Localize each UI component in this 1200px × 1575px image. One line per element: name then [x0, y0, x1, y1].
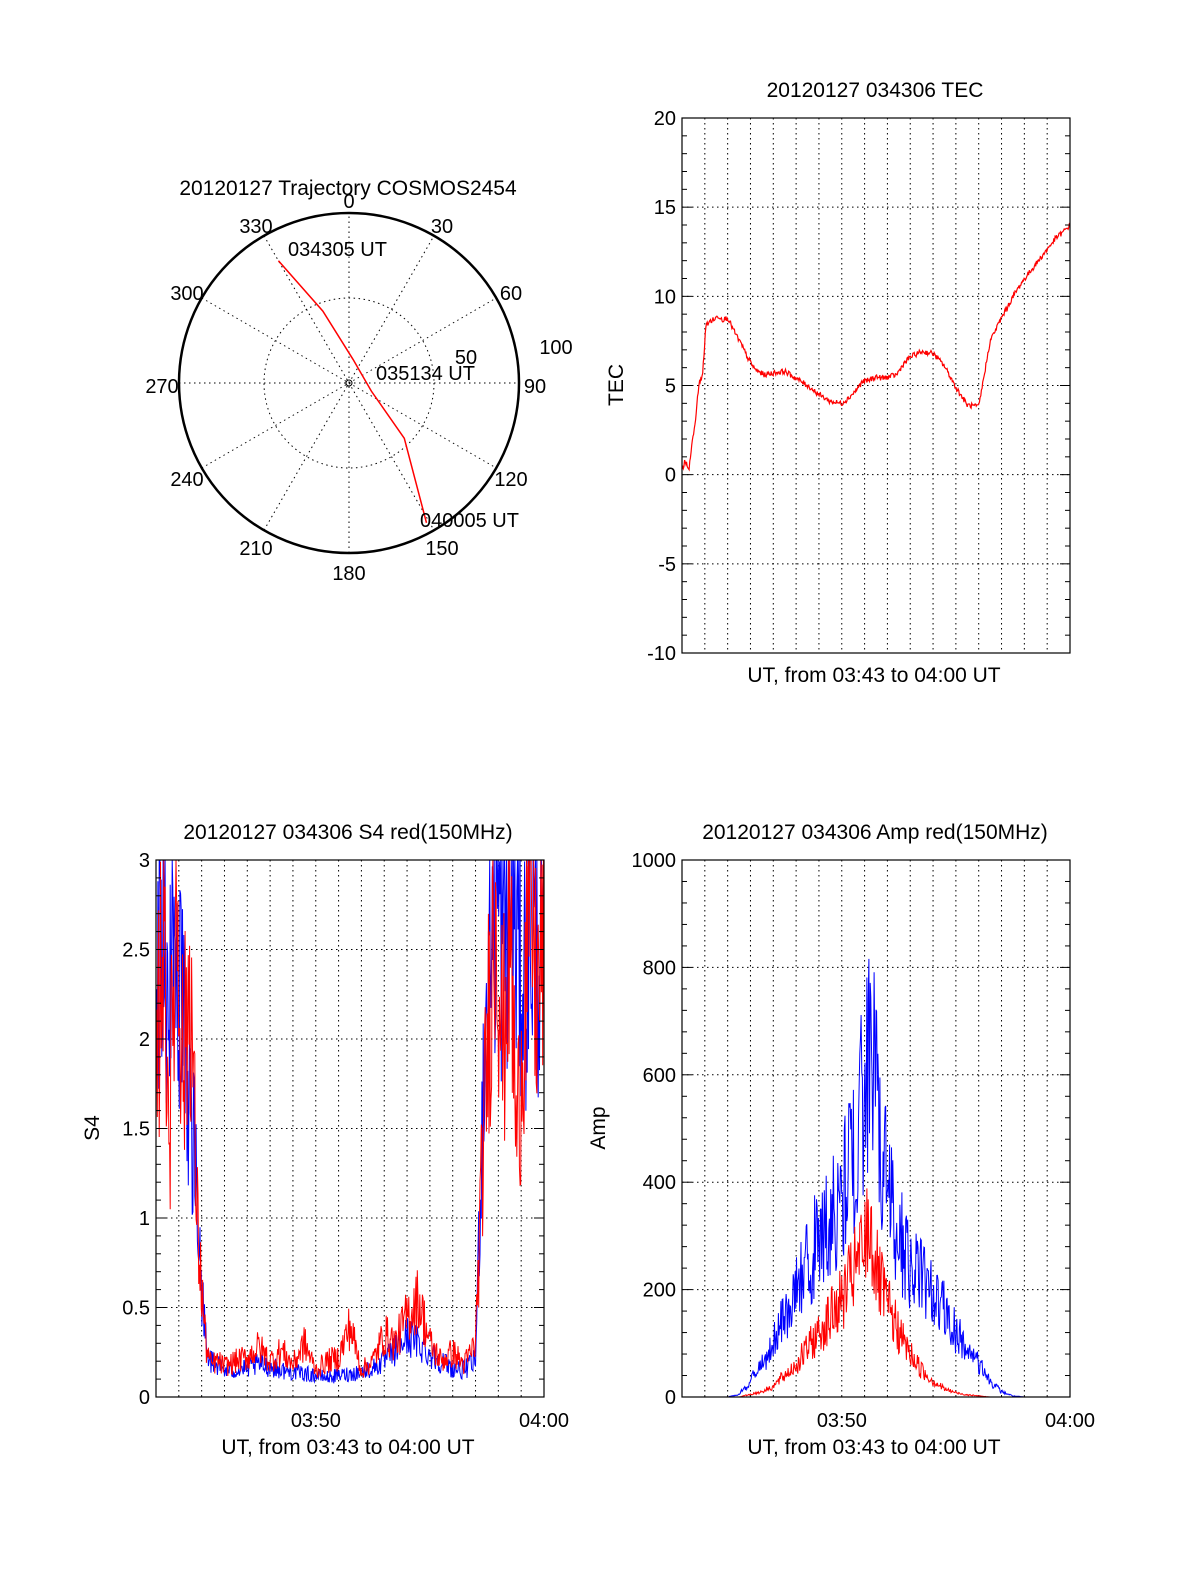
- s4-xtick-label: 04:00: [519, 1410, 569, 1432]
- az-label-30: 30: [431, 216, 453, 238]
- tec-title: 20120127 034306 TEC: [767, 79, 984, 102]
- az-label-180: 180: [332, 563, 365, 585]
- polar-center: [345, 379, 353, 387]
- amp-ytick-label: 400: [643, 1172, 676, 1194]
- s4-ytick-label: 0.5: [122, 1298, 150, 1320]
- amp-ylabel: Amp: [587, 1106, 610, 1149]
- s4-frame: [155, 859, 545, 1398]
- s4-ytick-label: 1: [139, 1208, 150, 1230]
- amp-xtick-label: 04:00: [1045, 1410, 1095, 1432]
- tec-ytick-label: 15: [654, 197, 676, 219]
- amp-xtick-label: 03:50: [817, 1410, 867, 1432]
- amp-ytick-label: 0: [665, 1387, 676, 1409]
- amp-grid: [682, 860, 1070, 1397]
- polar-title: 20120127 Trajectory COSMOS2454: [179, 177, 517, 200]
- amp-ytick-label: 800: [643, 957, 676, 979]
- track-annotation-start: 034305 UT: [288, 239, 387, 261]
- polar-spoke: [263, 235, 435, 531]
- tec-ytick-label: 5: [665, 376, 676, 398]
- az-label-270: 270: [145, 376, 178, 398]
- track-annotation-mid: 035134 UT: [376, 363, 475, 385]
- tec-grid: [682, 118, 1070, 653]
- tec-ytick-label: -5: [658, 554, 676, 576]
- s4-xlabel: UT, from 03:43 to 04:00 UT: [221, 1436, 474, 1459]
- s4-ytick-label: 3: [139, 850, 150, 872]
- s4-series-0: [155, 859, 545, 1384]
- tec-y-ticks: 20 15 10 5 0 -5 -10: [647, 108, 1070, 665]
- s4-series-1: [155, 859, 545, 1378]
- tec-ytick-label: 10: [654, 286, 676, 308]
- s4-chart: 20120127 034306 S4 red(150MHz) 3 2.5 2 1.5 1…: [81, 821, 569, 1459]
- s4-xtick-label: 03:50: [291, 1410, 341, 1432]
- track-annotation-end: 040005 UT: [420, 510, 519, 532]
- az-label-300: 300: [170, 283, 203, 305]
- amp-frame: [681, 859, 1071, 1398]
- tec-ytick-label: 20: [654, 108, 676, 130]
- s4-series: [155, 859, 545, 1384]
- radial-label-100: 100: [539, 337, 572, 359]
- az-label-210: 210: [239, 538, 272, 560]
- s4-x-ticks: 03:50 04:00: [291, 1410, 569, 1432]
- amp-y-ticks: 1000 800 600 400 200 0: [632, 850, 1070, 1409]
- amp-ytick-label: 600: [643, 1065, 676, 1087]
- tec-series: [681, 222, 1071, 472]
- s4-ytick-label: 1.5: [122, 1119, 150, 1141]
- az-label-120: 120: [494, 469, 527, 491]
- polar-track-line: [277, 260, 428, 523]
- amp-series-0: [682, 958, 1070, 1398]
- s4-ytick-label: 0: [139, 1387, 150, 1409]
- s4-ylabel: S4: [81, 1115, 104, 1141]
- az-label-60: 60: [500, 283, 522, 305]
- tec-ytick-label: -10: [647, 643, 676, 665]
- s4-ytick-label: 2.5: [122, 940, 150, 962]
- polar-track: [277, 260, 428, 523]
- amp-series-1: [682, 1188, 1070, 1398]
- amp-series: [682, 958, 1070, 1398]
- az-label-330: 330: [239, 216, 272, 238]
- s4-ytick-label: 2: [139, 1029, 150, 1051]
- radial-label-50: 50: [455, 347, 477, 369]
- polar-spokes: [179, 213, 519, 553]
- amp-x-ticks: 03:50 04:00: [817, 1410, 1095, 1432]
- tec-xlabel: UT, from 03:43 to 04:00 UT: [747, 664, 1000, 687]
- tec-ylabel: TEC: [605, 364, 628, 406]
- amp-ytick-label: 1000: [632, 850, 677, 872]
- az-label-150: 150: [425, 538, 458, 560]
- s4-y-ticks: 3 2.5 2 1.5 1 0.5 0: [122, 850, 544, 1409]
- tec-chart: 20120127 034306 TEC 20 15 10 5 0 -5 -10 TEC UT…: [605, 79, 1071, 687]
- amp-ytick-label: 200: [643, 1280, 676, 1302]
- amp-chart: 20120127 034306 Amp red(150MHz) 1000 800 6…: [587, 821, 1095, 1459]
- s4-grid: [156, 860, 544, 1397]
- polar-trajectory-chart: 20120127 Trajectory COSMOS2454 0 30 60 9…: [145, 177, 572, 585]
- amp-xlabel: UT, from 03:43 to 04:00 UT: [747, 1436, 1000, 1459]
- s4-title: 20120127 034306 S4 red(150MHz): [183, 821, 512, 844]
- az-label-240: 240: [170, 469, 203, 491]
- az-label-90: 90: [524, 376, 546, 398]
- az-label-0: 0: [343, 191, 354, 213]
- tec-frame: [681, 117, 1071, 654]
- polar-azimuth-labels: 0 30 60 90 120 150 180 210 240 270 300 3…: [145, 191, 546, 585]
- tec-series-0: [681, 222, 1071, 472]
- amp-title: 20120127 034306 Amp red(150MHz): [702, 821, 1048, 844]
- tec-ytick-label: 0: [665, 465, 676, 487]
